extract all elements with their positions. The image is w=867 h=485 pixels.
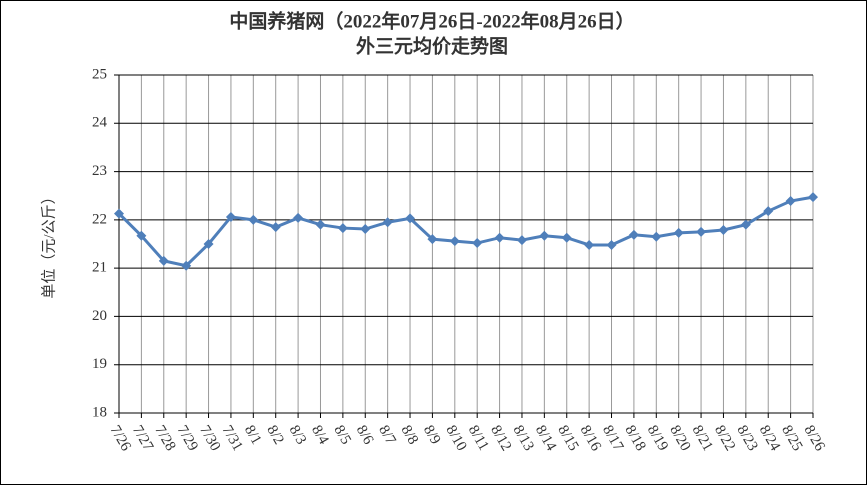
point [651,231,662,242]
point [293,212,304,223]
y-tick-label: 18 [92,404,107,420]
point [763,206,774,217]
y-tick-label: 24 [92,115,108,131]
point [516,235,527,246]
chart-subtitle: 外三元均价走势图 [356,34,508,57]
point [472,238,483,249]
point [158,255,169,266]
point [696,226,707,237]
point [494,232,505,243]
point [628,229,639,240]
point [136,230,147,241]
point [181,260,192,271]
point [539,230,550,241]
point [315,219,326,230]
y-tick-label: 19 [92,356,107,372]
point [114,208,124,219]
point [449,236,460,247]
y-tick-label: 21 [92,260,107,276]
y-tick-label: 23 [92,163,107,179]
point [203,239,214,249]
point [718,224,729,235]
point [248,214,259,225]
point [382,217,393,228]
chart-title: 中国养猪网（2022年07月26日-2022年08月26日） [229,9,634,32]
point [337,223,348,234]
point [740,219,751,230]
point [673,227,684,238]
point [225,211,236,222]
y-tick-label: 22 [92,211,107,227]
point [360,224,371,235]
point [584,239,595,250]
point [427,234,438,245]
point [606,239,617,250]
y-tick-label: 20 [92,308,107,324]
point [270,222,281,233]
point [561,232,572,243]
y-tick-label: 25 [92,66,107,82]
point [808,192,818,203]
point [405,213,416,224]
y-axis-label: 单位（元/公斤） [40,189,57,298]
point [785,196,796,207]
